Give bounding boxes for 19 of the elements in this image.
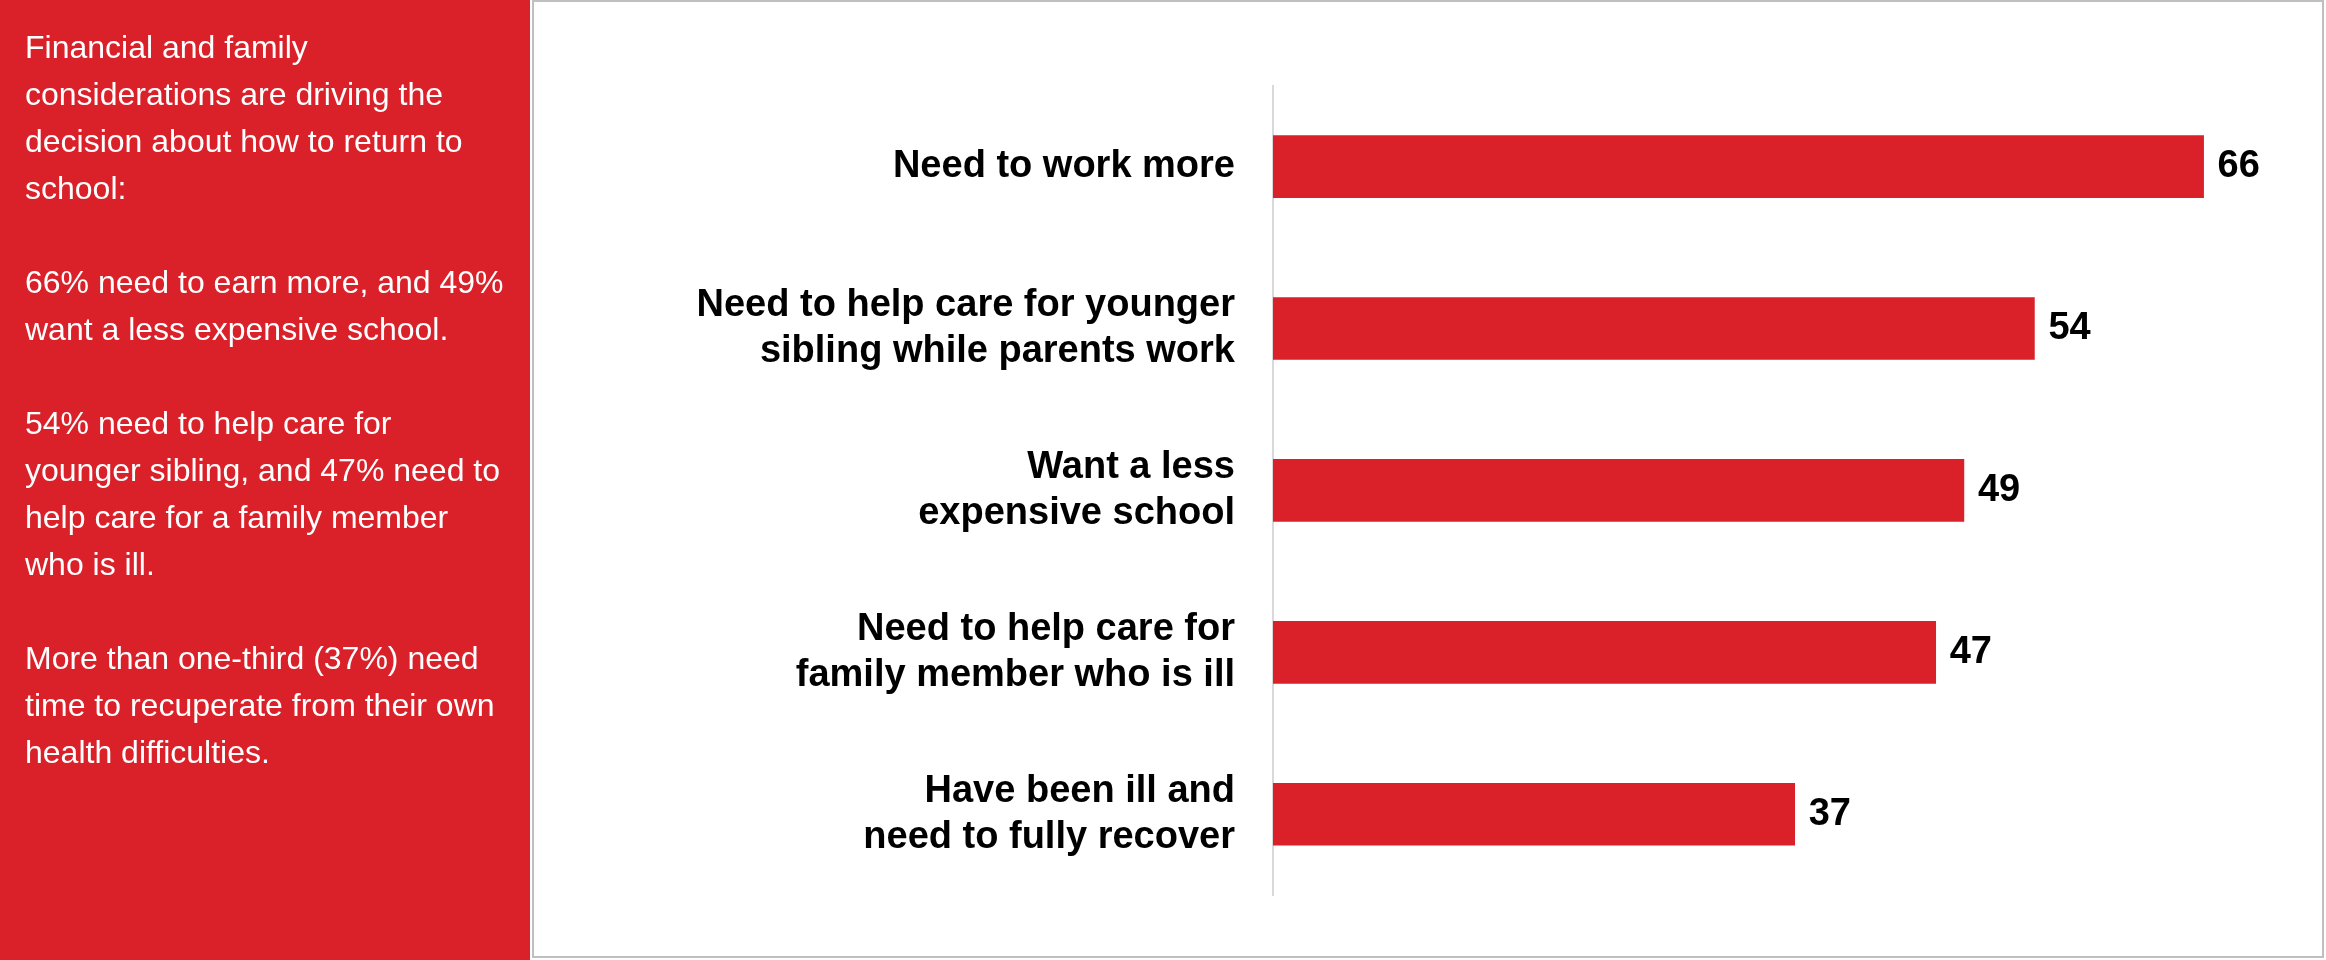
y-tick-label: Need to help care for younger sibling while parents work — [696, 282, 1236, 370]
y-tick-label: Have been ill and need to fully recover — [863, 767, 1236, 856]
data-label: 49 — [1977, 466, 2021, 509]
bar — [1273, 135, 2204, 198]
data-label: 47 — [1949, 628, 1992, 671]
data-label: 54 — [2048, 304, 2091, 347]
text: 54% need to help care for younger sibling, and 47% need to help care for a family member who is ill. — [25, 404, 501, 584]
bar — [1273, 297, 2035, 360]
text: 66% need to earn more, and 49% want a less expensive school. — [25, 263, 505, 349]
bar — [1273, 782, 1796, 846]
bar — [1273, 459, 1965, 522]
text: Financial and family considerations are driving the decision about how to return to school: — [25, 28, 464, 208]
text: More than one-third (37%) need time to recuperate from their own health difficulties. — [25, 639, 496, 772]
y-tick-label: Want a less expensive school — [918, 444, 1235, 532]
data-label: 37 — [1808, 790, 1851, 833]
y-tick-label: Need to help care for family member who is ill — [795, 606, 1236, 694]
data-label: 66 — [2217, 143, 2260, 186]
bar — [1273, 620, 1937, 684]
y-tick-label: Need to work more — [892, 143, 1235, 186]
